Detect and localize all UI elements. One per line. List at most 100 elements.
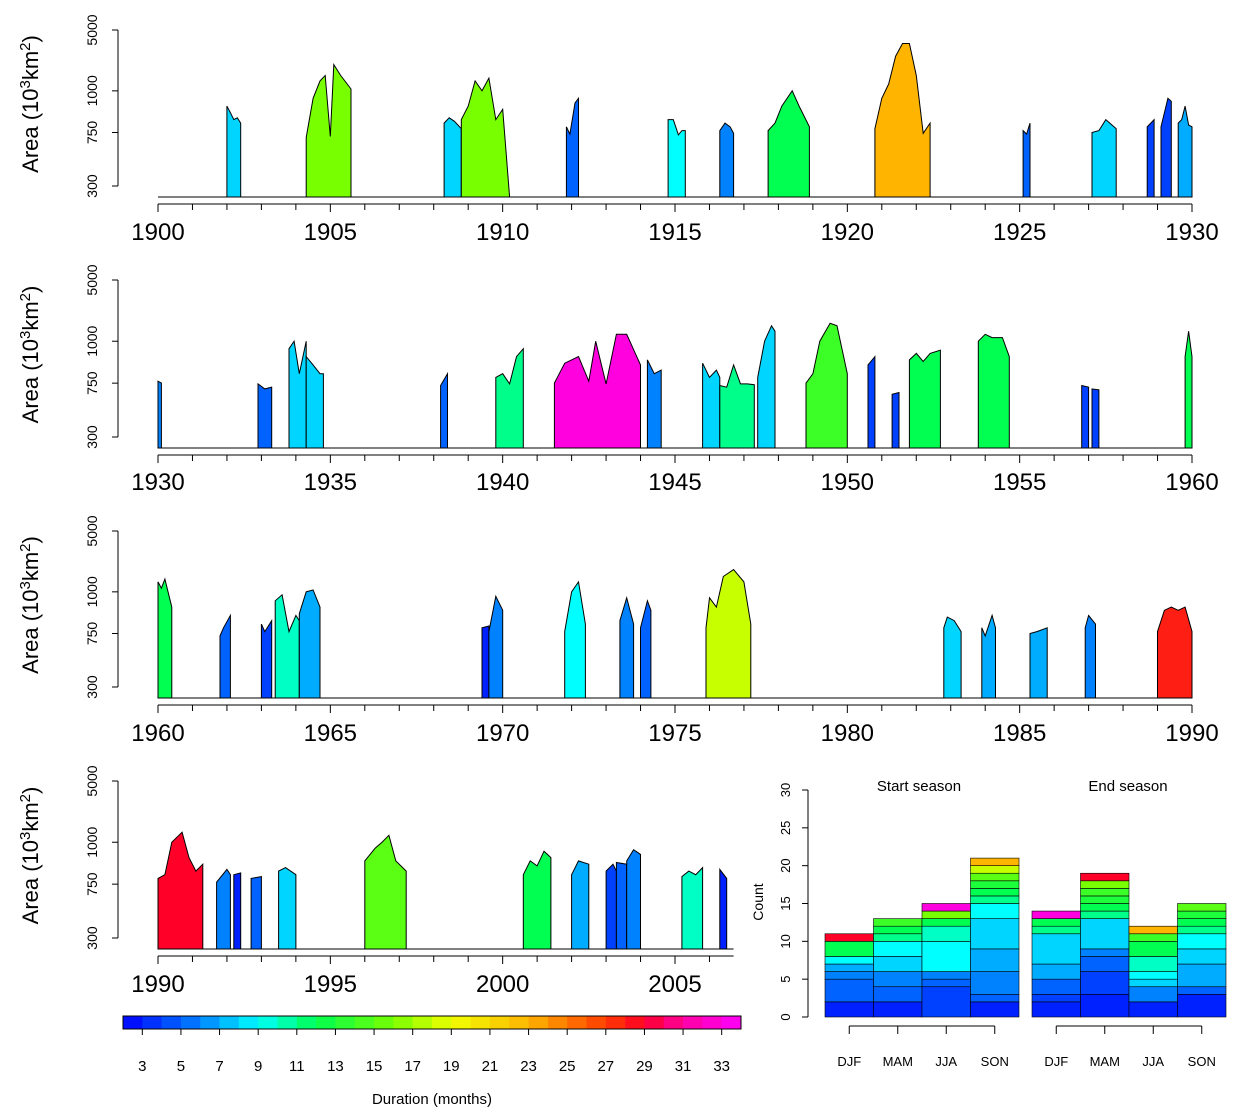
colorbar-cell [663,1016,684,1029]
x-tick-label: 1960 [1165,469,1218,496]
colorbar-tick-label: 19 [443,1058,460,1075]
colorbar-tick-label: 21 [482,1058,499,1075]
y-tick-label: 5000 [84,14,100,45]
event-area [305,355,324,449]
event-area [1081,384,1090,449]
x-tick-label: 1920 [821,219,874,246]
event-area [619,595,635,699]
y-tick-label: 750 [84,872,100,896]
colorbar-tick-label: 7 [215,1058,223,1075]
event-area [981,613,996,699]
event-area [260,618,273,699]
event-area [667,119,686,198]
event-area [157,831,204,950]
event-area [288,339,307,449]
y-tick-label: 1000 [84,576,100,607]
event-area [1084,614,1096,699]
event-area [681,866,704,950]
colorbar-cell [296,1016,317,1029]
histogram-segment [921,986,971,1018]
histogram-segment [1128,925,1178,935]
season-label: JJA [935,1054,957,1069]
histogram-segment [970,895,1020,904]
event-area [605,863,617,950]
event-area [565,96,579,198]
y-tick-label: 300 [84,926,100,950]
event-area [1022,122,1031,198]
histogram-segment [1177,993,1227,1018]
histogram-segment [824,971,874,980]
histogram-segment [824,933,874,942]
event-area [867,355,876,449]
colorbar-cell [702,1016,722,1029]
colorbar-cell [489,1016,510,1029]
histogram-segment [1177,903,1227,912]
event-area [564,580,586,699]
event-area [226,105,242,198]
histogram-segment [1080,918,1130,950]
event-area [757,324,776,449]
histogram-segment [1031,993,1081,1003]
season-label: JJA [1142,1054,1164,1069]
histogram-segment [1128,971,1178,980]
histogram-segment [970,865,1020,874]
event-area [553,333,641,449]
colorbar-tick-label: 5 [177,1058,185,1075]
histogram-segment [1031,918,1081,927]
histogram-segment [1031,963,1081,980]
histogram-segment [921,910,971,919]
event-area [460,76,511,198]
y-tick-label: 300 [84,675,100,699]
y-axis: 300 750 1000 5000 Area (103km2) [17,264,119,449]
event-area [1029,627,1048,699]
event-area [874,43,931,198]
colorbar-cell [180,1016,201,1029]
y-tick-label: 750 [84,622,100,646]
event-area [908,349,941,449]
histogram-segment [873,941,923,957]
histogram-segment [1128,941,1178,957]
x-tick-label: 1950 [821,469,874,496]
colorbar-cell [412,1016,433,1029]
histogram-segment [873,925,923,935]
event-area [157,380,162,449]
season-label: SON [1188,1054,1216,1069]
histogram-segment [921,918,971,927]
event-area [891,391,900,449]
x-tick-label: 1940 [476,469,529,496]
y-tick-label: 1000 [84,75,100,106]
event-area [481,625,490,699]
colorbar-tick-label: 17 [404,1058,421,1075]
x-tick-label: 1910 [476,219,529,246]
y-tick-label: 1000 [84,826,100,857]
histogram-segment [970,903,1020,919]
x-tick-label: 1990 [1165,720,1218,747]
event-area [615,861,628,950]
histogram-segment [1080,880,1130,889]
colorbar-tick-label: 15 [366,1058,383,1075]
histogram-segment [970,888,1020,897]
x-tick-label: 1955 [993,469,1046,496]
event-area [298,589,321,699]
event-area [278,867,297,950]
histogram-segment [824,1001,874,1018]
event-area [1091,118,1117,198]
x-tick-label: 2000 [476,971,529,998]
colorbar-cell [451,1016,471,1029]
y-tick-label: 5000 [84,765,100,796]
colorbar-tick-label: 3 [138,1058,146,1075]
event-area [443,117,462,198]
y-tick-label: 5000 [84,515,100,546]
y-tick-label: 5000 [84,264,100,295]
histogram-segment [1080,903,1130,912]
colorbar-label: Duration (months) [372,1091,492,1108]
histogram-segment [1031,910,1081,919]
histogram-segment [1031,925,1081,935]
colorbar-cell [586,1016,607,1029]
colorbar-tick-label: 23 [520,1058,537,1075]
colorbar-cell [644,1016,665,1029]
y-tick-label: 300 [84,174,100,198]
season-label: DJF [837,1054,861,1069]
